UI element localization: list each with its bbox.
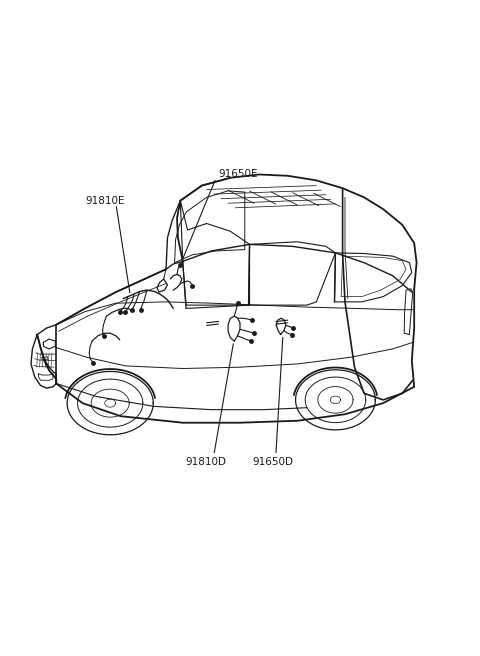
- Text: 91650E: 91650E: [218, 169, 258, 180]
- Text: 91810E: 91810E: [85, 195, 124, 205]
- Text: 91650D: 91650D: [252, 457, 293, 467]
- Text: 91810D: 91810D: [185, 457, 226, 467]
